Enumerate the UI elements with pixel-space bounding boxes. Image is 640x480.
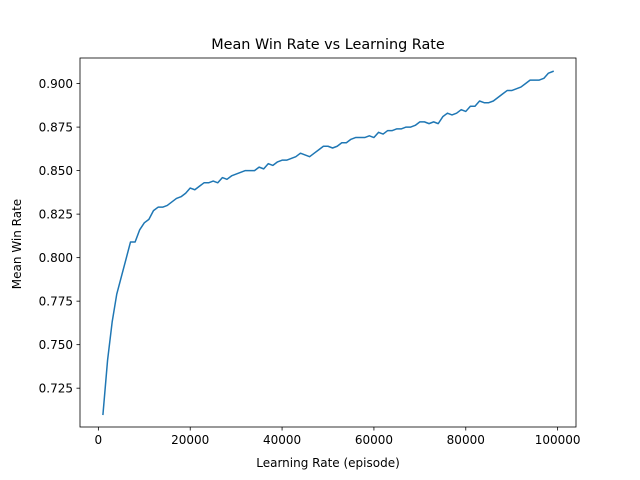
- y-tick-label: 0.725: [39, 381, 73, 395]
- y-tick-label: 0.900: [39, 77, 73, 91]
- x-tick-label: 100000: [535, 433, 581, 447]
- y-axis: 0.725 0.750 0.775 0.800 0.825 0.850 0.875 0.900: [39, 77, 80, 395]
- y-tick-label: 0.750: [39, 338, 73, 352]
- y-axis-label: Mean Win Rate: [10, 199, 24, 289]
- x-axis-label: Learning Rate (episode): [256, 456, 400, 470]
- x-tick-label: 80000: [447, 433, 485, 447]
- series-line-0: [102, 70, 555, 416]
- x-axis: 0 20000 40000 60000 80000 100000: [95, 427, 581, 447]
- y-tick-label: 0.875: [39, 120, 73, 134]
- plot-area: [79, 57, 577, 428]
- y-tick-label: 0.825: [39, 207, 73, 221]
- y-tick-label: 0.850: [39, 164, 73, 178]
- x-tick-label: 60000: [355, 433, 393, 447]
- y-tick-label: 0.775: [39, 294, 73, 308]
- plot-frame: [79, 57, 577, 428]
- x-tick-label: 20000: [171, 433, 209, 447]
- x-tick-label: 40000: [263, 433, 301, 447]
- y-tick-label: 0.800: [39, 251, 73, 265]
- chart-title: Mean Win Rate vs Learning Rate: [211, 37, 445, 53]
- x-tick-label: 0: [95, 433, 103, 447]
